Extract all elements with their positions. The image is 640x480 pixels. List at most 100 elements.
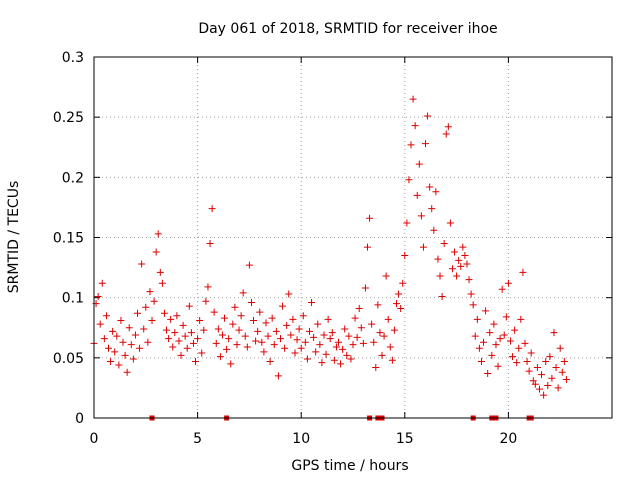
data-point [533,363,541,371]
data-point [519,268,527,276]
data-point [107,357,115,365]
chart-title: Day 061 of 2018, SRMTID for receiver iho… [198,21,497,37]
data-point [260,348,268,356]
data-point [419,243,427,251]
data-point [488,351,496,359]
data-point [233,341,241,349]
data-point [111,348,119,356]
y-tick-label: 0.3 [62,50,84,66]
data-point [455,256,463,264]
data-point [287,331,295,339]
data-point [285,290,293,298]
data-point [415,160,423,168]
data-point [210,308,218,316]
data-point [355,304,363,312]
x-tick-label: 0 [90,431,99,447]
data-point [498,285,506,293]
data-point [167,315,175,323]
data-point [482,307,490,315]
data-point [463,260,471,268]
data-point [361,284,369,292]
x-tick-label: 5 [193,431,202,447]
data-point [134,309,142,317]
data-point [297,344,305,352]
data-point [432,188,440,196]
data-point [426,183,434,191]
data-point [289,315,297,323]
data-point [129,355,137,363]
data-point [395,290,403,298]
data-point [192,357,200,365]
data-point [239,289,247,297]
data-point [444,123,452,131]
y-tick-label: 0 [75,411,84,427]
data-point [359,339,367,347]
data-point [98,279,106,287]
data-point [183,344,191,352]
data-point [113,332,121,340]
data-point [401,252,409,260]
data-point [353,333,361,341]
y-tick-label: 0.15 [53,231,84,247]
y-tick-label: 0.05 [53,351,84,367]
data-point [368,320,376,328]
data-point [457,262,465,270]
data-point [229,320,237,328]
data-point [189,339,197,347]
data-point [504,279,512,287]
data-point [243,343,251,351]
data-point [208,205,216,213]
data-point [560,357,568,365]
data-point [305,327,313,335]
data-point [523,357,531,365]
y-tick-label: 0.2 [62,170,84,186]
plot-frame [93,56,613,419]
data-point [109,327,117,335]
data-point [216,353,224,361]
data-point [206,240,214,248]
data-point [347,355,355,363]
y-tick-label: 0.25 [53,110,84,126]
data-point [382,272,390,280]
data-point [388,356,396,364]
x-axis-label: GPS time / hours [291,458,408,474]
data-point [374,301,382,309]
data-point [500,331,508,339]
data-point [554,384,562,392]
data-point [546,353,554,361]
data-point [171,329,179,337]
data-point [550,329,558,337]
data-point [513,359,521,367]
data-point [380,332,388,340]
data-point [119,338,127,346]
data-point [281,344,289,352]
data-point [264,332,272,340]
data-point [506,337,514,345]
data-point [473,315,481,323]
data-point [326,335,334,343]
data-point [140,325,148,333]
data-point [378,351,386,359]
data-point [131,331,139,339]
data-point [434,255,442,263]
data-point [548,374,556,382]
data-point [407,141,415,149]
data-point [399,279,407,287]
data-point [332,343,340,351]
data-point [144,338,152,346]
data-point [448,265,456,273]
data-point [390,326,398,334]
data-point [175,337,183,345]
data-point [291,349,299,357]
data-point [121,351,129,359]
data-point [525,367,533,375]
data-point [343,351,351,359]
data-point [262,319,270,327]
data-point [430,226,438,234]
data-point [465,276,473,284]
data-point [117,317,125,325]
data-point [535,385,543,393]
data-point [194,335,202,343]
data-point [562,375,570,383]
data-point [177,351,185,359]
